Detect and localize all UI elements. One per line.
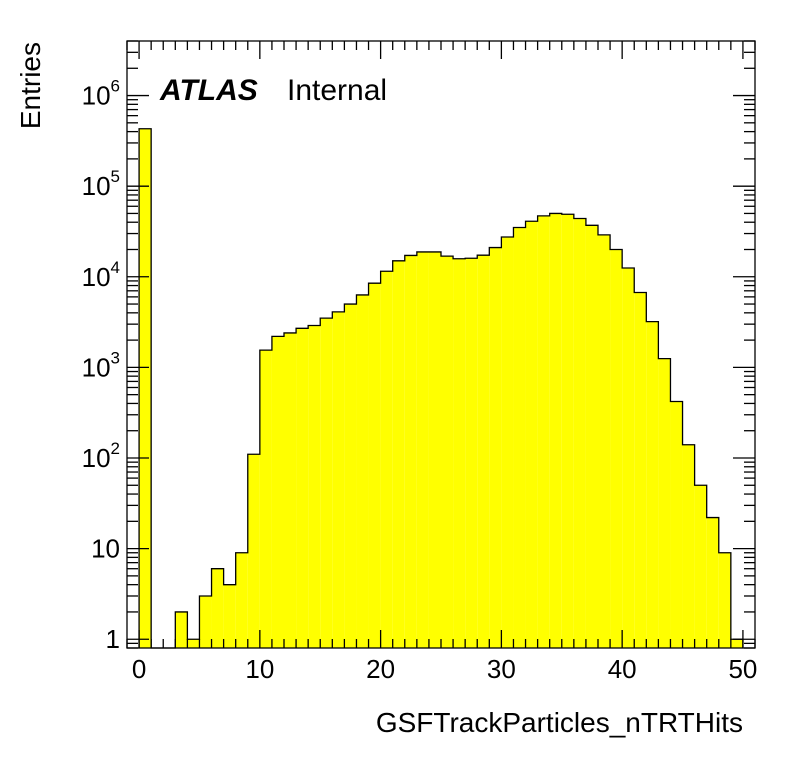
histogram-bar xyxy=(453,258,466,648)
histogram-bar xyxy=(187,639,200,648)
histogram-bar xyxy=(344,304,357,648)
x-tick-label: 50 xyxy=(728,654,757,684)
histogram-bar xyxy=(175,611,188,648)
histogram-bar xyxy=(284,332,297,648)
histogram-bars xyxy=(139,128,743,649)
atlas-label: ATLAS xyxy=(159,74,258,107)
histogram-bar xyxy=(332,311,345,648)
histogram-bar xyxy=(718,552,731,648)
y-axis: 1 10 102 103 104 105 106 xyxy=(82,40,755,654)
histogram-bar xyxy=(537,215,550,649)
histogram-bar xyxy=(368,283,381,648)
histogram-bar xyxy=(211,568,224,648)
histogram-bar xyxy=(730,639,743,648)
histogram-bar xyxy=(585,225,598,648)
histogram-bar xyxy=(501,236,514,648)
histogram-bar xyxy=(259,350,272,648)
x-tick-label: 0 xyxy=(132,654,146,684)
histogram-bar xyxy=(139,128,152,648)
histogram-bar xyxy=(296,328,309,648)
histogram-bar xyxy=(441,256,454,648)
histogram-bar xyxy=(694,485,707,648)
histogram-bar xyxy=(416,251,429,648)
y-tick-label: 102 xyxy=(82,439,120,473)
histogram-bar xyxy=(320,318,333,648)
histogram-bar xyxy=(356,294,369,648)
histogram-bar xyxy=(670,401,683,648)
histogram-bar xyxy=(477,255,490,648)
x-axis: 0 10 20 30 40 50 xyxy=(126,41,757,684)
histogram-bar xyxy=(634,292,647,648)
histogram-bar xyxy=(646,321,659,648)
histogram-bar xyxy=(247,454,260,648)
histogram-bar xyxy=(513,227,526,648)
histogram-bar xyxy=(706,517,719,648)
histogram-bar xyxy=(223,584,236,648)
histogram-bar xyxy=(489,247,502,648)
histogram-bar xyxy=(428,251,441,648)
histogram-bar xyxy=(380,271,393,648)
histogram-bar xyxy=(271,336,284,648)
histogram-bar xyxy=(549,213,562,648)
x-tick-label: 10 xyxy=(245,654,274,684)
histogram-bar xyxy=(199,595,212,648)
x-tick-label: 30 xyxy=(487,654,516,684)
y-axis-title: Entries xyxy=(15,42,46,129)
y-tick-label: 106 xyxy=(82,77,120,111)
y-tick-label: 105 xyxy=(82,167,120,201)
internal-label: Internal xyxy=(287,74,387,107)
histogram-bar xyxy=(573,218,586,648)
histogram-bar xyxy=(308,325,321,648)
x-axis-title: GSFTrackParticles_nTRTHits xyxy=(376,707,743,738)
histogram-bar xyxy=(561,214,574,649)
histogram-bar xyxy=(610,249,623,648)
x-tick-label: 40 xyxy=(608,654,637,684)
histogram-bar xyxy=(622,267,635,648)
x-tick-label: 20 xyxy=(366,654,395,684)
histogram-bar xyxy=(658,358,671,648)
histogram-bar xyxy=(598,234,611,648)
y-tick-label: 10 xyxy=(91,534,120,564)
y-tick-label: 1 xyxy=(106,624,120,654)
y-tick-label: 103 xyxy=(82,348,120,382)
histogram-bar xyxy=(404,255,417,648)
histogram-bar xyxy=(682,444,695,648)
y-tick-label: 104 xyxy=(82,258,120,292)
histogram-bar xyxy=(392,260,405,648)
histogram-bar xyxy=(235,552,248,648)
histogram-outline xyxy=(138,128,744,649)
histogram-bar xyxy=(465,258,478,648)
histogram-bar xyxy=(525,221,538,648)
